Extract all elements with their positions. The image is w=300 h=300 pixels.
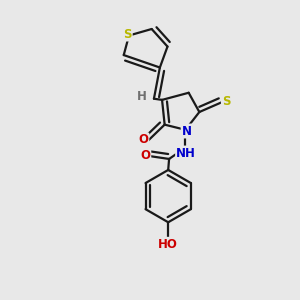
- Text: O: O: [138, 134, 148, 146]
- Text: O: O: [140, 148, 150, 162]
- Text: S: S: [222, 95, 230, 108]
- Text: S: S: [123, 28, 132, 40]
- Text: HO: HO: [158, 238, 178, 251]
- Text: H: H: [136, 90, 146, 103]
- Text: N: N: [182, 124, 192, 137]
- Text: NH: NH: [176, 146, 196, 160]
